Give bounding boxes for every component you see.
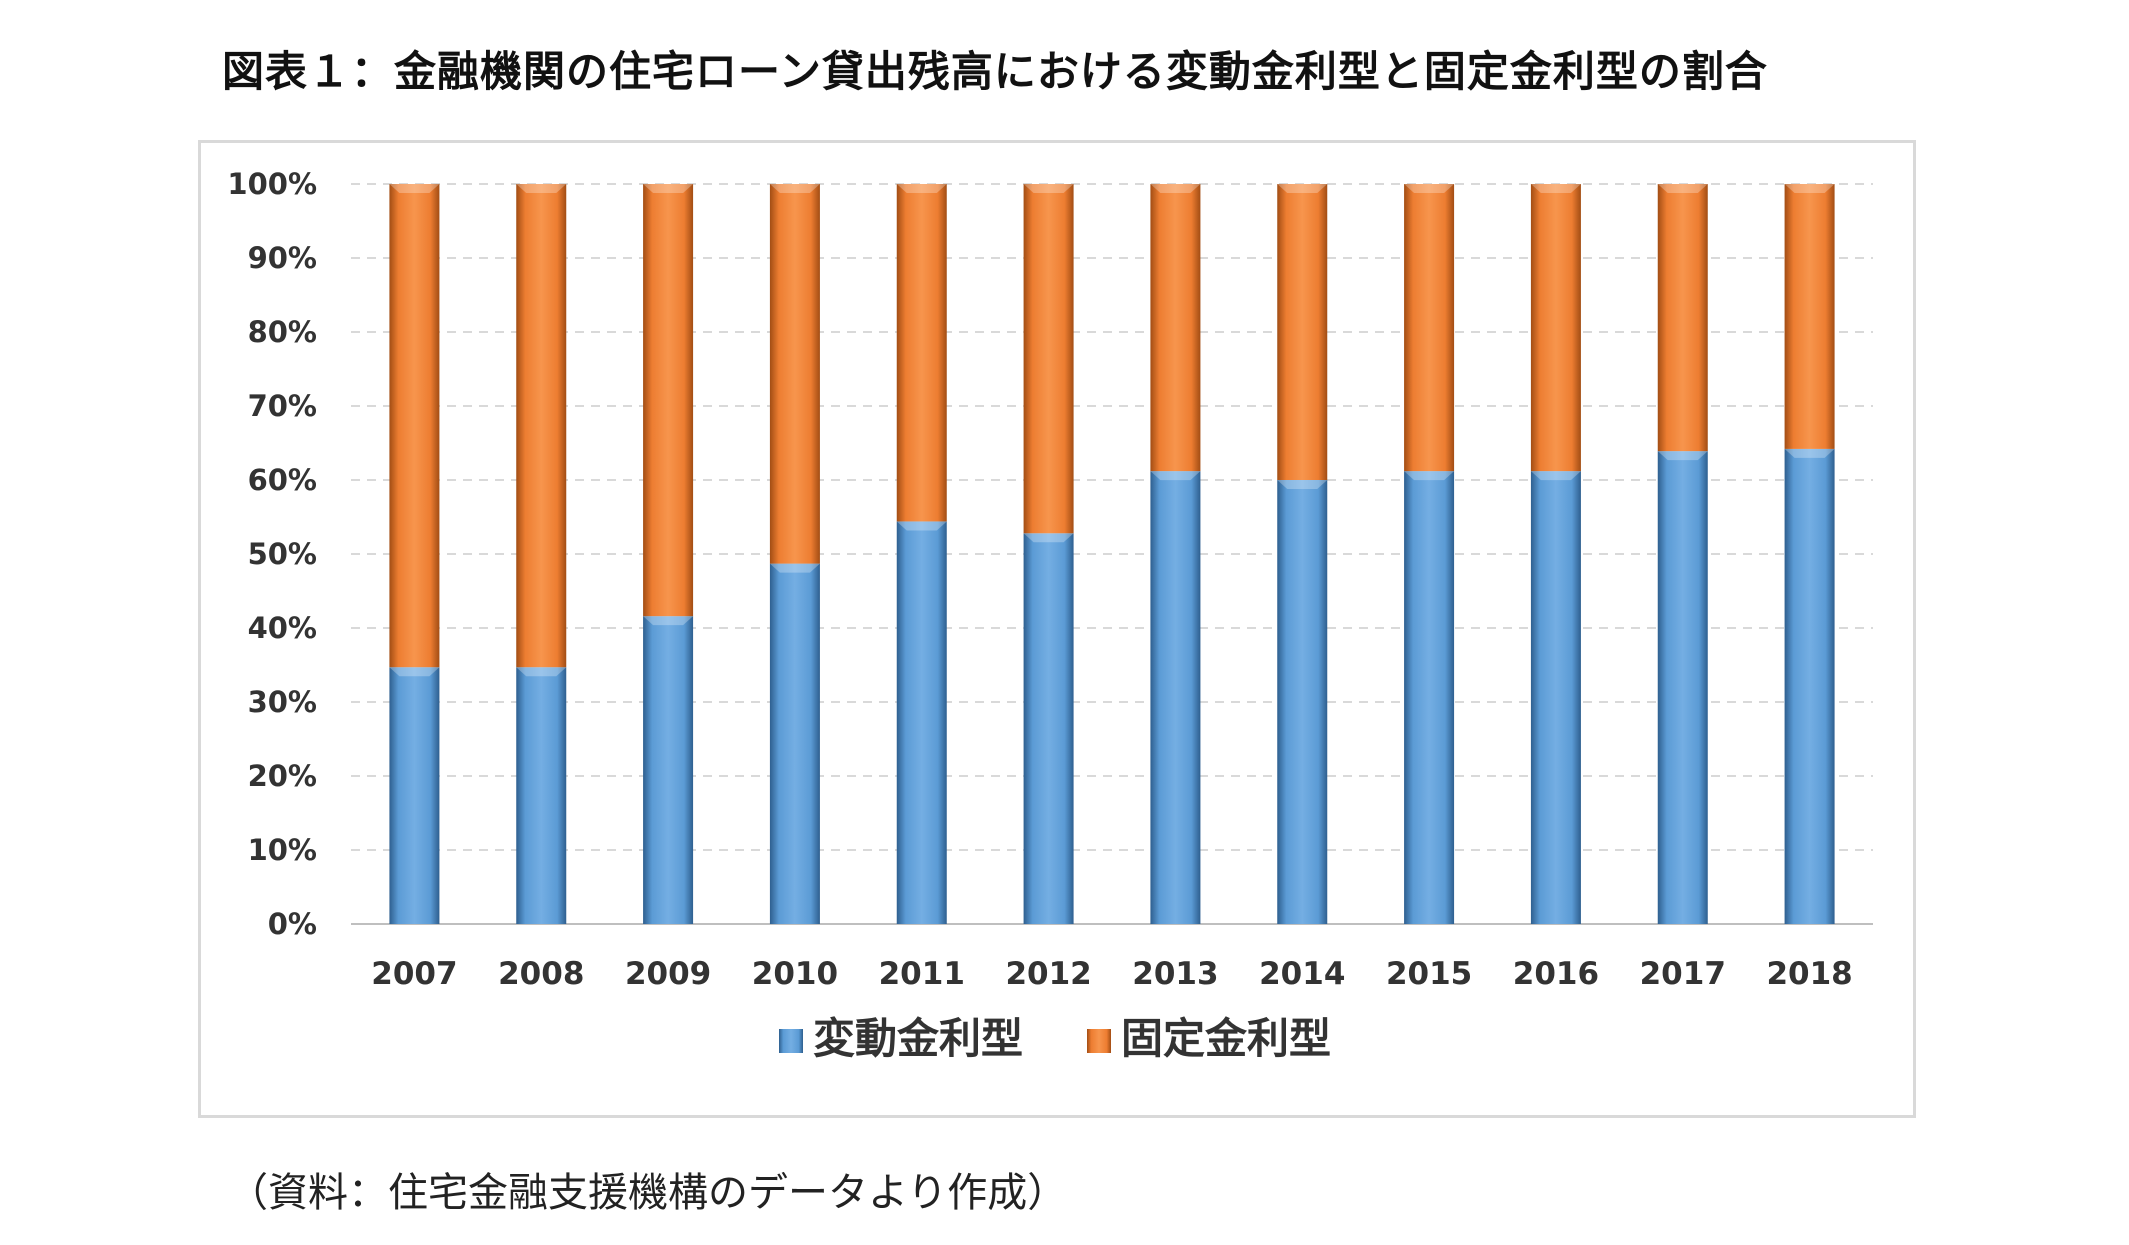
y-tick-label: 90%	[248, 241, 317, 275]
chart-frame: 0% 10% 20% 30% 40% 50% 60% 70% 80% 90% 100% 2007 20…	[198, 140, 1916, 1118]
bar-variable-2008	[516, 667, 567, 924]
bar-variable-2011	[896, 521, 947, 924]
bar-variable-bevel	[1023, 533, 1074, 543]
x-tick-label: 2012	[1005, 956, 1091, 992]
y-tick-label: 40%	[248, 611, 317, 645]
y-tick-label: 80%	[248, 315, 317, 349]
y-tick-label: 10%	[248, 833, 317, 867]
bar-variable-2015	[1404, 471, 1455, 924]
source-note: （資料：住宅金融支援機構のデータより作成）	[228, 1170, 1068, 1216]
bar-variable-bevel	[1150, 471, 1201, 481]
bar-fixed-2015	[1404, 184, 1455, 472]
bar-variable-2007	[389, 667, 440, 924]
y-tick-label: 0%	[268, 907, 317, 941]
stacked-bar-chart: 0%10%20%30%40%50%60%70%80%90%100% 2007 20…	[227, 167, 1873, 1063]
bar-fixed-bevel	[896, 184, 947, 193]
bar-variable-bevel	[1657, 451, 1708, 461]
bars	[389, 184, 1835, 924]
bar-fixed-2012	[1023, 184, 1074, 534]
bar-fixed-2011	[896, 184, 947, 522]
x-tick-label: 2017	[1640, 956, 1726, 992]
bar-fixed-bevel	[1150, 184, 1201, 193]
bar-fixed-2013	[1150, 184, 1201, 472]
legend-fixed-swatch	[1087, 1029, 1111, 1053]
bar-variable-2009	[643, 616, 694, 924]
bar-variable-bevel	[1784, 448, 1835, 458]
bar-fixed-2009	[643, 184, 694, 617]
bar-variable-bevel	[516, 667, 567, 677]
bar-fixed-2017	[1657, 184, 1708, 452]
x-tick-label: 2013	[1132, 956, 1218, 992]
y-tick-label: 60%	[248, 463, 317, 497]
chart-title: 図表１：金融機関の住宅ローン貸出残高における変動金利型と固定金利型の割合	[222, 47, 1768, 96]
bar-fixed-bevel	[389, 184, 440, 193]
x-tick-label: 2009	[625, 956, 711, 992]
bar-fixed-bevel	[643, 184, 694, 193]
bar-variable-2016	[1530, 471, 1581, 924]
bar-fixed-2008	[516, 184, 567, 668]
y-tick-label: 70%	[248, 389, 317, 423]
bar-variable-bevel	[1530, 471, 1581, 481]
grid-lines	[351, 183, 1873, 925]
bar-variable-bevel	[769, 563, 820, 573]
bar-variable-2018	[1784, 448, 1835, 924]
bar-fixed-2007	[389, 184, 440, 668]
y-tick-label: 50%	[248, 537, 317, 571]
bar-variable-2013	[1150, 471, 1201, 924]
bar-fixed-2016	[1530, 184, 1581, 472]
x-tick-label: 2018	[1766, 956, 1852, 992]
x-tick-label: 2008	[498, 956, 584, 992]
bar-fixed-bevel	[1023, 184, 1074, 193]
y-tick-label: 100%	[227, 167, 317, 201]
bar-fixed-bevel	[1784, 184, 1835, 193]
bar-fixed-bevel	[516, 184, 567, 193]
bar-variable-bevel	[389, 667, 440, 677]
bar-fixed-bevel	[1404, 184, 1455, 193]
bar-fixed-2010	[769, 184, 820, 564]
bar-fixed-2014	[1277, 184, 1328, 480]
x-tick-label: 2016	[1513, 956, 1599, 992]
bar-variable-bevel	[643, 616, 694, 626]
legend-variable-swatch	[779, 1029, 803, 1053]
legend-variable-label: 変動金利型	[813, 1014, 1023, 1063]
x-tick-label: 2014	[1259, 956, 1345, 992]
bar-variable-2010	[769, 563, 820, 924]
legend: 変動金利型 固定金利型	[779, 1014, 1331, 1063]
bar-variable-bevel	[896, 521, 947, 531]
y-tick-label: 20%	[248, 759, 317, 793]
bar-fixed-bevel	[1530, 184, 1581, 193]
bar-fixed-bevel	[1277, 184, 1328, 193]
bar-variable-bevel	[1404, 471, 1455, 481]
y-axis-ticks: 0% 10% 20% 30% 40% 50% 60% 70% 80% 90% 100%	[227, 167, 317, 941]
bar-variable-bevel	[1277, 480, 1328, 489]
bar-fixed-bevel	[1657, 184, 1708, 193]
legend-fixed-label: 固定金利型	[1121, 1014, 1331, 1063]
bar-variable-2012	[1023, 533, 1074, 924]
x-axis-ticks: 2007 2008 2009 2010 2011 2012 2013 2014 2015 2016…	[371, 956, 1852, 992]
x-tick-label: 2011	[879, 956, 965, 992]
bar-variable-2017	[1657, 451, 1708, 924]
x-tick-label: 2007	[371, 956, 457, 992]
bar-fixed-bevel	[769, 184, 820, 193]
x-tick-label: 2015	[1386, 956, 1472, 992]
bar-variable-2014	[1277, 480, 1328, 924]
x-tick-label: 2010	[752, 956, 838, 992]
y-tick-label: 30%	[248, 685, 317, 719]
bar-fixed-2018	[1784, 184, 1835, 449]
